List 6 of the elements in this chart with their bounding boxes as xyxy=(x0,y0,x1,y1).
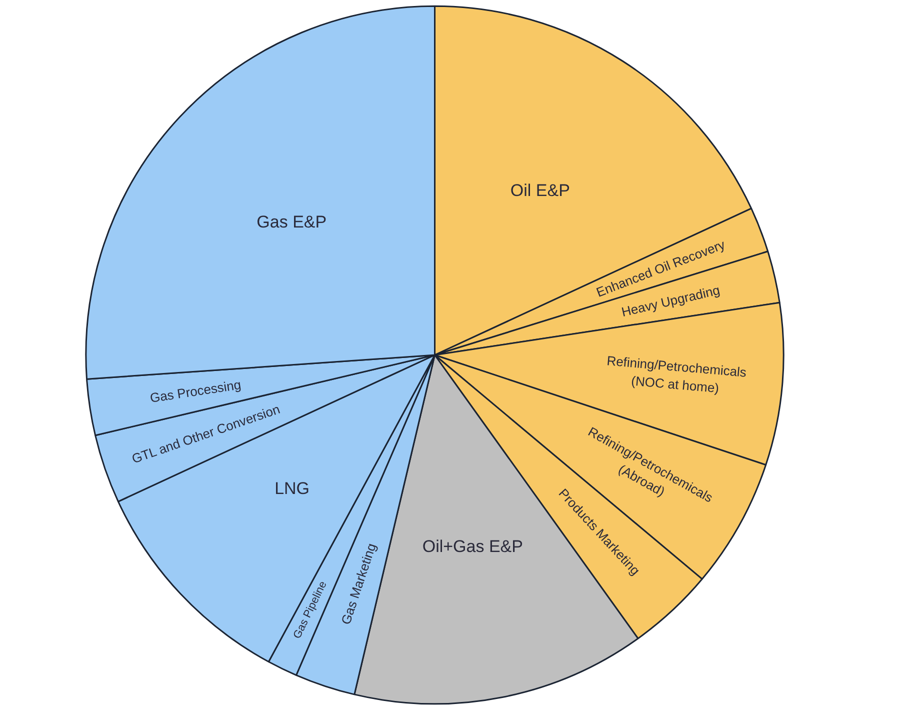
slice-label: Gas Processing xyxy=(148,376,242,406)
slice-label: Gas E&P xyxy=(256,212,327,232)
slice-label: LNG xyxy=(274,478,310,498)
slice-label: Oil+Gas E&P xyxy=(422,536,523,556)
slice-label: Refining/Petrochemicals (NOC at home) xyxy=(606,353,748,396)
slice-label: Oil E&P xyxy=(510,181,570,200)
